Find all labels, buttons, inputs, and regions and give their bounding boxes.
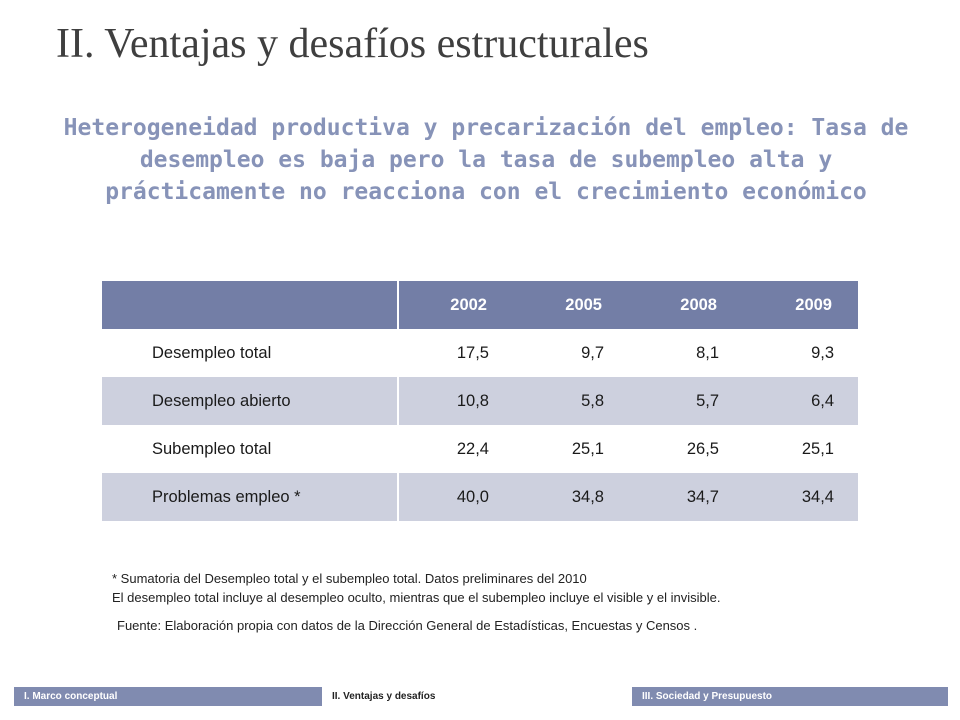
table-cell: 25,1 xyxy=(513,425,628,473)
row-label: Subempleo total xyxy=(102,425,398,473)
slide-subtitle: Heterogeneidad productiva y precarizació… xyxy=(63,115,909,205)
table-cell: 22,4 xyxy=(397,425,513,473)
table-row: Problemas empleo * 40,0 34,8 34,7 34,4 xyxy=(102,473,858,521)
table-cell: 34,8 xyxy=(513,473,628,521)
row-label: Problemas empleo * xyxy=(102,473,398,521)
header-cell-year: 2002 xyxy=(397,281,513,329)
source-note: Fuente: Elaboración propia con datos de … xyxy=(117,618,698,633)
table-cell: 8,1 xyxy=(628,329,743,377)
section-nav-bar: I. Marco conceptual II. Ventajas y desaf… xyxy=(14,687,948,706)
row-label: Desempleo abierto xyxy=(102,377,398,425)
table-cell: 17,5 xyxy=(397,329,513,377)
header-cell-year: 2005 xyxy=(513,281,628,329)
table-cell: 10,8 xyxy=(397,377,513,425)
table-cell: 9,7 xyxy=(513,329,628,377)
nav-section-marco[interactable]: I. Marco conceptual xyxy=(14,687,322,706)
table-row: Desempleo total 17,5 9,7 8,1 9,3 xyxy=(102,329,858,377)
slide-title: II. Ventajas y desafíos estructurales xyxy=(56,21,649,67)
footnote: El desempleo total incluye al desempleo … xyxy=(112,590,721,605)
table-cell: 26,5 xyxy=(628,425,743,473)
table-cell: 40,0 xyxy=(397,473,513,521)
row-label: Desempleo total xyxy=(102,329,398,377)
table-cell: 25,1 xyxy=(743,425,858,473)
header-cell-year: 2008 xyxy=(628,281,743,329)
footnote: * Sumatoria del Desempleo total y el sub… xyxy=(112,571,587,586)
table-cell: 9,3 xyxy=(743,329,858,377)
employment-table: 2002 2005 2008 2009 Desempleo total 17,5… xyxy=(102,281,858,521)
table-cell: 34,4 xyxy=(743,473,858,521)
nav-section-ventajas[interactable]: II. Ventajas y desafíos xyxy=(322,687,632,706)
table-cell: 5,7 xyxy=(628,377,743,425)
table-cell: 34,7 xyxy=(628,473,743,521)
table-row: Desempleo abierto 10,8 5,8 5,7 6,4 xyxy=(102,377,858,425)
header-cell xyxy=(102,281,398,329)
table-cell: 5,8 xyxy=(513,377,628,425)
table-cell: 6,4 xyxy=(743,377,858,425)
table-row: Subempleo total 22,4 25,1 26,5 25,1 xyxy=(102,425,858,473)
nav-section-sociedad[interactable]: III. Sociedad y Presupuesto xyxy=(632,687,948,706)
header-cell-year: 2009 xyxy=(743,281,858,329)
table-header-row: 2002 2005 2008 2009 xyxy=(102,281,858,329)
